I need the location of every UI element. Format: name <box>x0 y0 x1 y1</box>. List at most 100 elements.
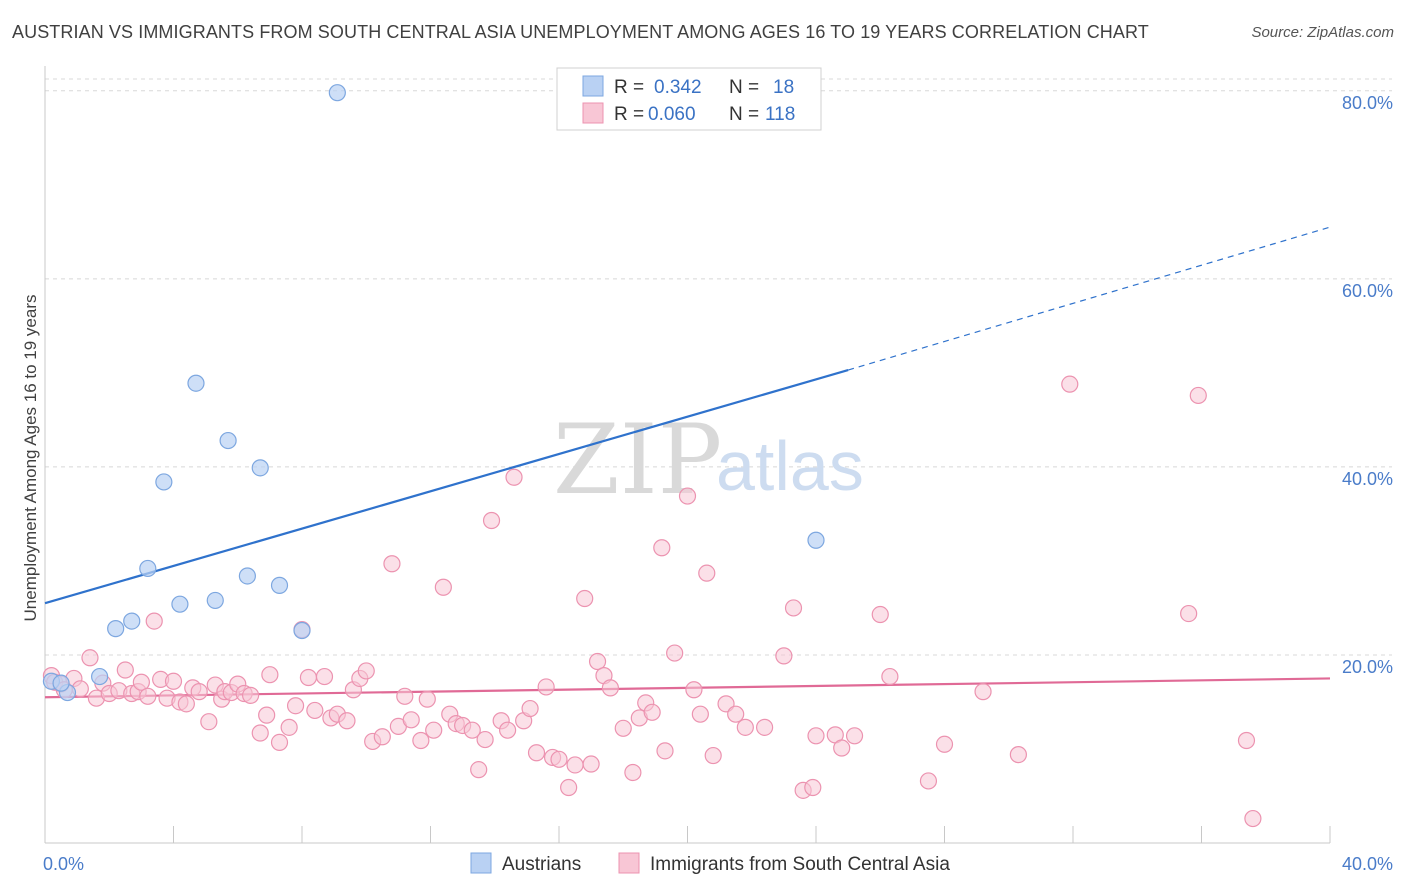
legend-r-label-2: R = <box>614 104 644 125</box>
trend-line-austrians <box>44 369 849 605</box>
x-tick-label-max: 40.0% <box>1342 854 1393 874</box>
point-austrians-14 <box>293 621 311 640</box>
point-immigrants-63 <box>476 730 494 749</box>
tick-labels: 20.0% 40.0% 60.0% 80.0% 0.0% 40.0% <box>43 93 1393 874</box>
point-austrians-13 <box>270 576 289 594</box>
point-immigrants-35 <box>270 733 289 751</box>
legend-n-label: N = <box>729 77 759 98</box>
point-immigrants-90 <box>685 681 703 699</box>
point-austrians-5 <box>139 559 157 578</box>
point-austrians-16 <box>807 531 825 549</box>
point-immigrants-82 <box>624 763 642 782</box>
point-immigrants-11 <box>116 661 134 679</box>
point-immigrants-80 <box>601 679 620 697</box>
watermark: ZIP atlas <box>553 404 864 516</box>
point-immigrants-110 <box>974 683 992 701</box>
y-tick-label-40: 40.0% <box>1342 469 1393 489</box>
point-immigrants-71 <box>537 678 555 696</box>
point-immigrants-62 <box>470 761 488 779</box>
point-immigrants-39 <box>299 668 318 687</box>
point-immigrants-53 <box>402 711 420 729</box>
legend-swatch-immigrants <box>582 102 604 124</box>
point-immigrants-106 <box>871 605 889 624</box>
point-immigrants-73 <box>550 750 568 768</box>
data-points <box>42 84 1262 828</box>
point-immigrants-108 <box>919 772 938 790</box>
point-immigrants-115 <box>1237 731 1256 750</box>
point-immigrants-74 <box>560 778 578 797</box>
point-immigrants-36 <box>280 718 298 736</box>
legend-n-label-2: N = <box>729 104 759 125</box>
point-immigrants-37 <box>286 697 305 715</box>
point-immigrants-14 <box>132 673 150 691</box>
point-austrians-8 <box>187 374 205 392</box>
point-immigrants-98 <box>775 647 793 665</box>
point-immigrants-109 <box>935 735 954 753</box>
point-immigrants-70 <box>527 744 546 762</box>
point-immigrants-113 <box>1189 386 1207 405</box>
point-austrians-12 <box>251 459 269 477</box>
point-immigrants-33 <box>258 706 276 724</box>
point-immigrants-21 <box>177 695 195 713</box>
point-immigrants-97 <box>755 718 774 736</box>
point-immigrants-87 <box>656 742 674 760</box>
chart-title: AUSTRIAN VS IMMIGRANTS FROM SOUTH CENTRA… <box>12 22 1149 42</box>
point-immigrants-99 <box>784 599 803 617</box>
point-austrians-4 <box>123 612 141 630</box>
point-immigrants-91 <box>691 705 709 723</box>
point-immigrants-107 <box>881 667 899 686</box>
point-immigrants-77 <box>582 755 600 773</box>
point-austrians-10 <box>219 431 237 450</box>
bottom-legend-immigrants: Immigrants from South Central Asia <box>650 854 950 875</box>
x-tick-label-min: 0.0% <box>43 854 84 874</box>
point-immigrants-114 <box>1180 604 1198 623</box>
point-austrians-6 <box>155 473 173 491</box>
point-austrians-15 <box>328 84 346 102</box>
point-immigrants-89 <box>678 487 697 505</box>
legend-austrians-r: 0.342 <box>654 77 702 98</box>
point-immigrants-61 <box>463 721 481 739</box>
point-immigrants-88 <box>666 644 684 662</box>
point-immigrants-101 <box>804 778 822 797</box>
point-immigrants-95 <box>727 705 745 723</box>
bottom-legend-swatch-immigrants <box>618 852 640 874</box>
legend-immigrants-n: 118 <box>765 104 795 125</box>
point-immigrants-111 <box>1009 746 1027 764</box>
point-austrians-7 <box>171 595 189 613</box>
point-immigrants-49 <box>373 728 391 746</box>
legend-swatch-austrians <box>582 75 604 97</box>
point-austrians-3 <box>107 620 125 638</box>
point-immigrants-24 <box>200 713 218 731</box>
point-immigrants-112 <box>1061 375 1079 393</box>
point-immigrants-34 <box>261 666 279 684</box>
point-immigrants-19 <box>164 672 183 690</box>
point-immigrants-40 <box>306 701 324 720</box>
point-austrians-2 <box>91 667 109 686</box>
point-immigrants-6 <box>81 649 99 667</box>
point-immigrants-57 <box>434 578 452 596</box>
point-immigrants-32 <box>251 724 269 742</box>
trend-extension-austrians <box>847 226 1331 371</box>
point-immigrants-66 <box>499 721 517 739</box>
point-immigrants-105 <box>845 727 864 745</box>
bottom-legend: Austrians Immigrants from South Central … <box>470 852 950 875</box>
point-immigrants-86 <box>653 539 671 557</box>
bottom-legend-austrians: Austrians <box>502 854 581 875</box>
watermark-zip: ZIP <box>553 404 722 516</box>
point-immigrants-78 <box>588 652 607 671</box>
y-tick-label-20: 20.0% <box>1342 657 1393 677</box>
point-immigrants-92 <box>698 564 716 582</box>
point-immigrants-69 <box>521 699 539 718</box>
point-immigrants-64 <box>482 511 501 530</box>
axes <box>44 66 1331 844</box>
y-tick-label-60: 60.0% <box>1342 281 1393 301</box>
point-immigrants-31 <box>242 686 260 704</box>
legend-austrians-n: 18 <box>773 77 794 98</box>
point-immigrants-56 <box>425 721 443 739</box>
point-immigrants-23 <box>190 683 208 701</box>
bottom-legend-swatch-austrians <box>470 852 492 874</box>
point-immigrants-16 <box>145 612 163 630</box>
point-immigrants-41 <box>315 667 334 686</box>
point-immigrants-85 <box>643 703 661 721</box>
